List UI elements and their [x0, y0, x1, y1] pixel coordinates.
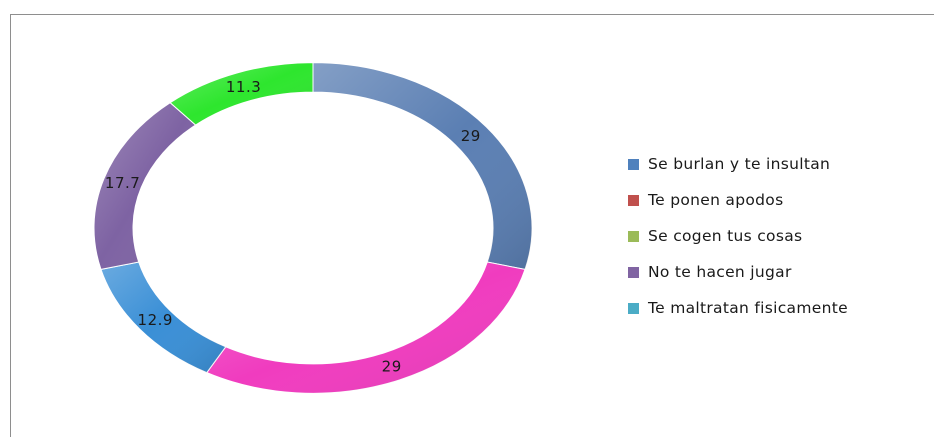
legend-item: No te hacen jugar: [628, 254, 928, 290]
doughnut-segment-shade: [206, 262, 526, 394]
data-labels: 29 29 12.9 17.7 11.3: [105, 78, 481, 376]
legend-label: No te hacen jugar: [648, 263, 792, 281]
legend: Se burlan y te insultan Te ponen apodos …: [628, 146, 928, 326]
plot-frame-top: [10, 14, 934, 15]
legend-label: Se burlan y te insultan: [648, 155, 831, 173]
legend-item: Se cogen tus cosas: [628, 218, 928, 254]
data-label: 29: [382, 357, 402, 375]
plot-frame-left: [10, 14, 11, 437]
legend-swatch: [628, 158, 639, 170]
legend-swatch: [628, 230, 639, 242]
doughnut-segment-shade: [100, 262, 226, 373]
doughnut-ring: [93, 62, 533, 394]
data-label: 29: [461, 127, 481, 145]
legend-item: Te ponen apodos: [628, 182, 928, 218]
legend-swatch: [628, 302, 639, 314]
legend-swatch: [628, 194, 639, 206]
data-label: 17.7: [105, 174, 140, 192]
legend-swatch: [628, 266, 639, 278]
legend-label: Te maltratan fisicamente: [648, 299, 848, 317]
doughnut-segment-shade: [170, 62, 313, 126]
doughnut-segment-shade: [313, 62, 532, 270]
legend-item: Te maltratan fisicamente: [628, 290, 928, 326]
legend-item: Se burlan y te insultan: [628, 146, 928, 182]
legend-label: Se cogen tus cosas: [648, 227, 803, 245]
legend-label: Te ponen apodos: [648, 191, 784, 209]
data-label: 11.3: [226, 78, 261, 96]
data-label: 12.9: [138, 311, 173, 329]
doughnut-segment-shade: [94, 102, 196, 270]
